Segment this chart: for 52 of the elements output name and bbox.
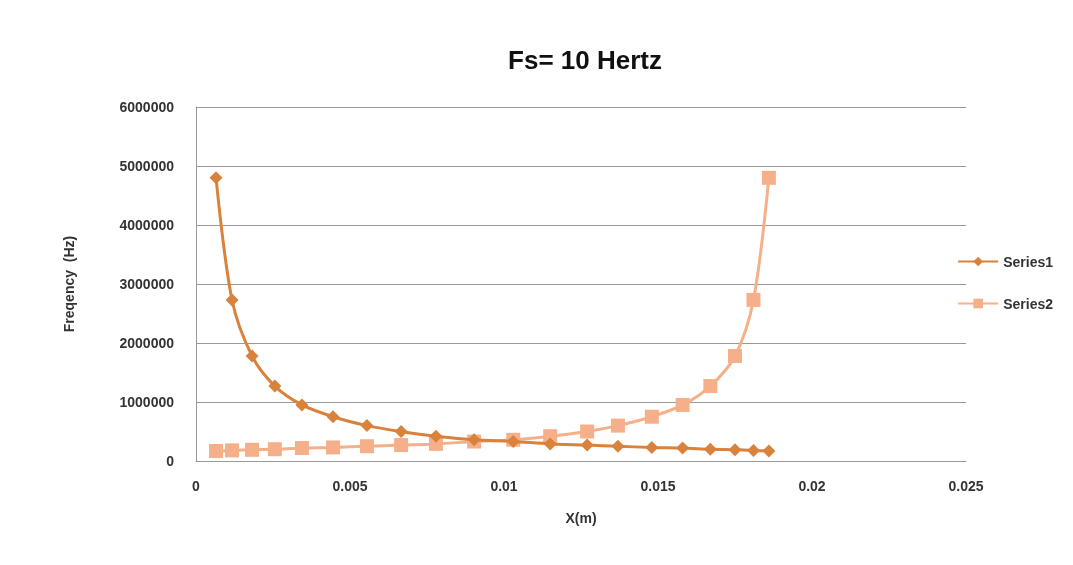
x-tick-label: 0.01 bbox=[490, 478, 518, 494]
x-axis-title: X(m) bbox=[565, 510, 597, 526]
point bbox=[267, 442, 282, 457]
y-tick-label: 1000000 bbox=[119, 394, 175, 410]
point bbox=[610, 418, 625, 433]
point bbox=[326, 410, 340, 424]
point bbox=[543, 437, 557, 451]
point bbox=[245, 442, 260, 457]
point bbox=[762, 444, 776, 458]
x-tick-label: 0.005 bbox=[332, 478, 368, 494]
point bbox=[360, 419, 374, 433]
point bbox=[675, 397, 690, 412]
x-tick-label: 0.015 bbox=[640, 478, 676, 494]
point bbox=[394, 438, 409, 453]
point bbox=[746, 443, 760, 457]
x-tick-label: 0.02 bbox=[798, 478, 826, 494]
y-axis-title: Freqency (Hz) bbox=[61, 235, 77, 333]
point bbox=[746, 292, 761, 307]
point bbox=[245, 349, 259, 363]
y-tick-label: 4000000 bbox=[119, 217, 175, 233]
point bbox=[394, 425, 408, 438]
point bbox=[580, 424, 595, 439]
point bbox=[295, 398, 309, 412]
point bbox=[644, 409, 659, 424]
y-tick-label: 3000000 bbox=[119, 276, 175, 292]
point bbox=[676, 441, 690, 455]
point bbox=[703, 379, 718, 394]
point bbox=[580, 438, 594, 452]
y-tick-label: 5000000 bbox=[119, 158, 175, 174]
x-tick-label: 0 bbox=[192, 478, 201, 494]
point bbox=[294, 441, 309, 456]
chart-title: Fs= 10 Hertz bbox=[508, 45, 662, 75]
point bbox=[645, 440, 659, 454]
x-tick-label: 0.025 bbox=[948, 478, 984, 494]
point bbox=[703, 442, 717, 456]
y-tick-label: 6000000 bbox=[119, 99, 175, 115]
point bbox=[225, 293, 239, 307]
point bbox=[209, 443, 224, 458]
point bbox=[359, 439, 374, 454]
point bbox=[761, 170, 776, 185]
point bbox=[429, 429, 443, 443]
point bbox=[225, 443, 240, 458]
point bbox=[611, 439, 625, 453]
legend-label: Series2 bbox=[1003, 295, 1054, 312]
y-tick-label: 0 bbox=[166, 453, 175, 469]
y-tick-label: 2000000 bbox=[119, 335, 175, 351]
point bbox=[326, 440, 341, 455]
legend-label: Series1 bbox=[1003, 253, 1054, 270]
point bbox=[728, 348, 742, 363]
point bbox=[209, 171, 223, 185]
point bbox=[268, 379, 282, 393]
point bbox=[728, 443, 742, 457]
